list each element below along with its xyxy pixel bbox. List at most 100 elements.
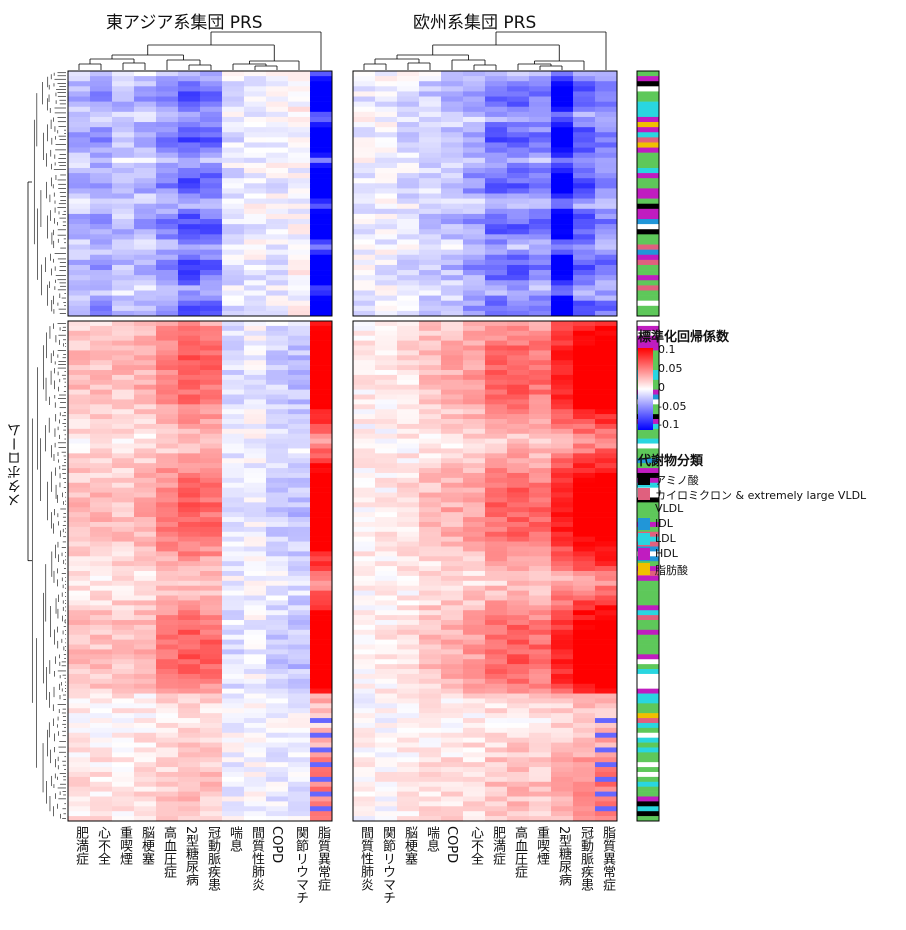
heatmap-cell [595,374,618,381]
heatmap-cell [222,487,245,493]
heatmap-cell [178,526,201,533]
heatmap-cell [529,673,552,680]
category-cell [637,718,659,724]
heatmap-cell [112,654,135,660]
heatmap-cell [134,580,157,586]
heatmap-cell [310,81,333,87]
heatmap-cell [222,718,245,724]
heatmap-cell [573,244,596,250]
heatmap-cell [595,355,618,361]
heatmap-cell [266,249,289,256]
category-legend-item: HDL [638,547,703,562]
heatmap-cell [244,310,267,317]
heatmap-cell [200,482,223,488]
heatmap-cell [288,634,311,640]
heatmap-cell [573,340,596,346]
heatmap-cell [244,360,267,366]
heatmap-cell [375,477,398,484]
heatmap-cell [134,409,157,415]
heatmap-cell [200,507,223,513]
heatmap-cell [156,497,179,503]
heatmap-cell [68,590,91,596]
heatmap-cell [134,767,157,773]
colorbar-tick: 0 [658,381,665,394]
heatmap-cell [178,801,201,807]
heatmap-cell [595,791,618,797]
heatmap-cell [200,590,223,596]
heatmap-cell [529,244,552,250]
heatmap-cell [551,605,574,611]
heatmap-cell [573,580,596,586]
heatmap-cell [353,173,376,179]
heatmap-cell [244,771,267,778]
heatmap-cell [573,76,596,82]
heatmap-cell [288,791,311,797]
heatmap-cell [112,345,135,351]
heatmap-cell [595,208,618,215]
heatmap-cell [551,280,574,286]
heatmap-cell [222,806,245,812]
heatmap-cell [573,419,596,425]
heatmap-cell [288,379,311,386]
category-cell [637,229,659,235]
heatmap-cell [507,101,530,108]
heatmap-cell [485,747,508,753]
heatmap-cell [178,259,201,266]
heatmap-cell [419,178,442,184]
heatmap-cell [485,193,508,199]
heatmap-cell [485,264,508,271]
heatmap-cell [507,517,530,523]
heatmap-cell [507,178,530,184]
heatmap-cell [397,76,420,82]
heatmap-cell [551,340,574,346]
heatmap-cell [222,409,245,415]
heatmap-cell [419,747,442,753]
heatmap-cell [573,811,596,817]
heatmap-cell [507,188,530,194]
heatmap-cell [178,305,201,312]
heatmap-cell [112,634,135,640]
heatmap-cell [507,673,530,680]
heatmap-cell [353,111,376,118]
heatmap-cell [441,595,464,601]
heatmap-cell [90,649,113,655]
heatmap-cell [551,137,574,143]
heatmap-cell [68,428,91,435]
heatmap-cell [134,771,157,778]
heatmap-cell [463,806,486,812]
heatmap-cell [266,531,289,537]
heatmap-cell [200,669,223,675]
heatmap-cell [573,458,596,464]
heatmap-cell [112,379,135,386]
heatmap-cell [419,340,442,346]
heatmap-cell [507,693,530,699]
heatmap-cell [551,688,574,694]
heatmap-cell [200,101,223,108]
heatmap-cell [441,477,464,484]
heatmap-cell [156,193,179,199]
heatmap-cell [156,693,179,699]
heatmap-cell [397,644,420,650]
x-tick-label: 2型糖尿病 [556,826,571,887]
heatmap-cell [441,71,464,77]
heatmap-cell [397,512,420,518]
heatmap-cell [178,173,201,179]
heatmap-cell [90,116,113,123]
heatmap-cell [353,414,376,420]
heatmap-cell [244,458,267,464]
heatmap-cell [353,659,376,665]
heatmap-cell [68,394,91,400]
heatmap-cell [90,224,113,230]
heatmap-cell [551,732,574,738]
heatmap-cell [134,654,157,660]
heatmap-cell [222,147,245,153]
heatmap-cell [178,654,201,660]
heatmap-cell [573,722,596,729]
heatmap-cell [266,244,289,250]
heatmap-cell [200,290,223,296]
heatmap-cell [90,295,113,301]
heatmap-cell [551,644,574,650]
heatmap-cell [222,254,245,261]
heatmap-cell [200,183,223,189]
heatmap-cell [441,193,464,199]
